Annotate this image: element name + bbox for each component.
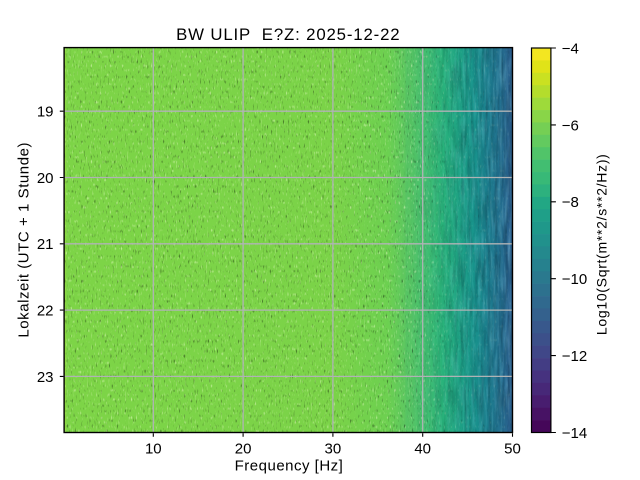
svg-text:−14: −14 bbox=[562, 425, 587, 442]
svg-text:−8: −8 bbox=[562, 194, 579, 211]
svg-text:20: 20 bbox=[235, 440, 252, 457]
svg-text:19: 19 bbox=[37, 104, 54, 121]
svg-text:Lokalzeit (UTC + 1 Stunde): Lokalzeit (UTC + 1 Stunde) bbox=[16, 142, 33, 338]
svg-text:Log10(Sqrt(m**2/s**2/Hz)): Log10(Sqrt(m**2/s**2/Hz)) bbox=[593, 153, 609, 335]
svg-text:21: 21 bbox=[37, 236, 54, 253]
svg-text:22: 22 bbox=[37, 303, 54, 320]
svg-text:Frequency [Hz]: Frequency [Hz] bbox=[235, 458, 344, 475]
svg-text:−4: −4 bbox=[562, 40, 579, 57]
svg-text:50: 50 bbox=[504, 440, 521, 457]
svg-text:−6: −6 bbox=[562, 117, 579, 134]
svg-text:−10: −10 bbox=[562, 271, 587, 288]
svg-text:20: 20 bbox=[37, 170, 54, 187]
svg-text:10: 10 bbox=[145, 440, 162, 457]
svg-text:30: 30 bbox=[325, 440, 342, 457]
svg-text:40: 40 bbox=[414, 440, 431, 457]
svg-text:23: 23 bbox=[37, 369, 54, 386]
svg-text:BW ULIP E?Z: 2025-12-22: BW ULIP E?Z: 2025-12-22 bbox=[176, 25, 400, 44]
svg-text:−12: −12 bbox=[562, 348, 587, 365]
